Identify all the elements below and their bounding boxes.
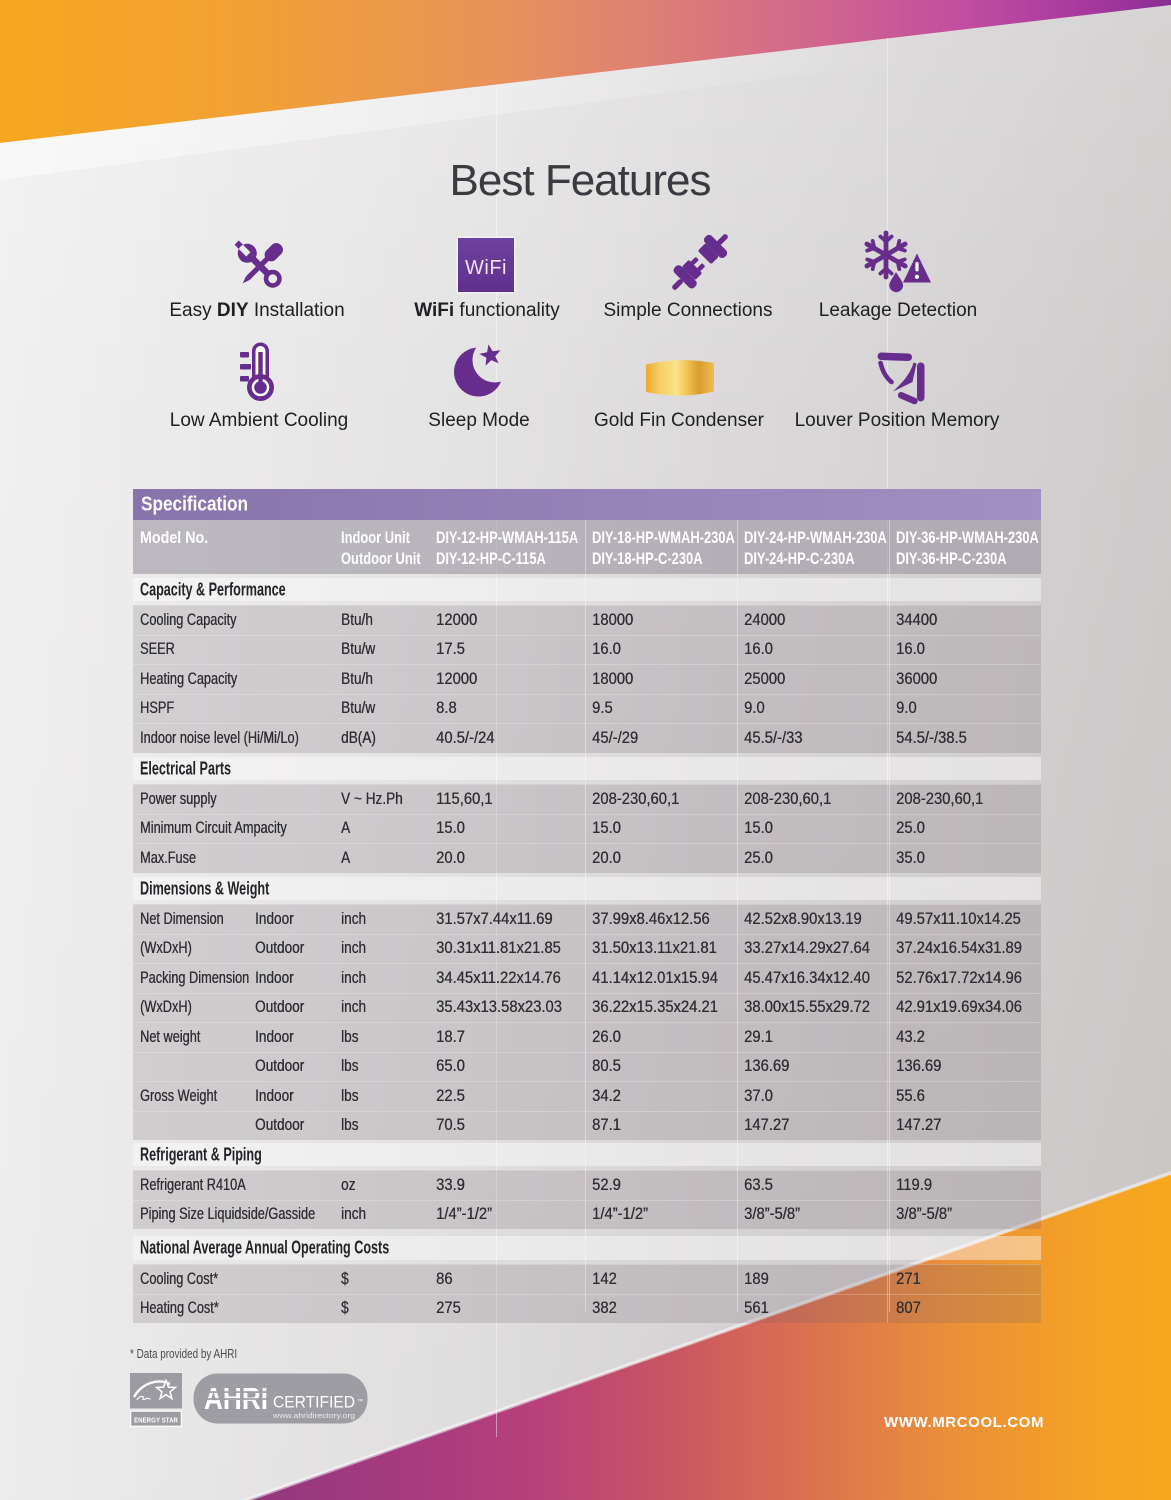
- svg-text:www.ahridirectory.org: www.ahridirectory.org: [272, 1413, 355, 1420]
- svg-text:ENERGY STAR: ENERGY STAR: [134, 1416, 178, 1425]
- svg-text:™: ™: [357, 1398, 363, 1405]
- svg-text:CERTIFIED: CERTIFIED: [273, 1393, 355, 1412]
